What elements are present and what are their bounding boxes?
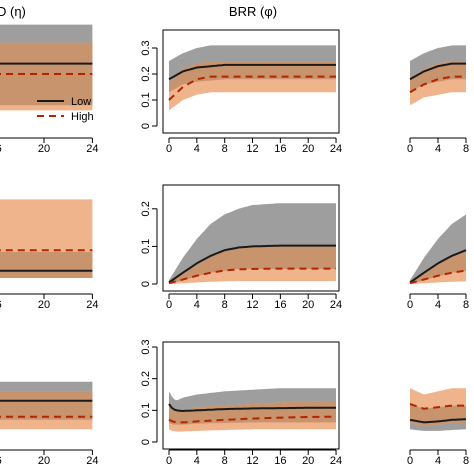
x-tick-label: 4 — [435, 143, 441, 155]
y-tick-label: 0 — [140, 123, 152, 129]
y-tick-label: 0.1 — [140, 92, 152, 107]
line-high — [409, 403, 466, 410]
band-overlap — [0, 252, 93, 278]
x-tick-label: 20 — [302, 143, 314, 155]
x-tick-label: 4 — [194, 143, 200, 155]
x-tick-label: 16 — [274, 299, 286, 311]
line-high — [168, 75, 336, 101]
y-tick-label: 0.1 — [140, 239, 152, 254]
y-tick-label: 0 — [140, 439, 152, 445]
line-low — [168, 63, 336, 81]
x-tick-label: 20 — [38, 143, 50, 155]
x-tick-label: 4 — [194, 299, 200, 311]
band-overlap — [0, 391, 93, 420]
x-tick-label: 8 — [463, 299, 469, 311]
y-tick-label: 0 — [140, 281, 152, 287]
x-tick-label: 8 — [463, 143, 469, 155]
y-tick-label: 0.1 — [140, 403, 152, 418]
x-tick-label: 24 — [86, 455, 98, 467]
x-tick-label: 24 — [86, 143, 98, 155]
x-tick-label: 16 — [274, 455, 286, 467]
line-low — [168, 403, 336, 413]
panel-row2-col3: 0 4 8 — [407, 214, 469, 311]
x-tick-label: 24 — [330, 143, 342, 155]
plot-frame — [162, 29, 340, 134]
x-tick-label: 24 — [330, 455, 342, 467]
x-tick-label: 4 — [435, 455, 441, 467]
plot-frame — [162, 341, 340, 450]
line-low — [409, 249, 467, 284]
y-tick-label: 0.2 — [140, 66, 152, 81]
y-tick-label: 0.3 — [140, 339, 152, 354]
x-tick-label: 0 — [166, 143, 172, 155]
x-tick-label: 20 — [38, 299, 50, 311]
x-tick-label: 0 — [407, 143, 413, 155]
column-title-middle: BRR (φ) — [229, 4, 277, 19]
panel-row3-col3: 0 4 8 — [407, 388, 469, 467]
x-tick-label: 0 — [407, 299, 413, 311]
x-tick-label: 0 — [166, 455, 172, 467]
y-tick-label: 0.3 — [140, 40, 152, 55]
legend-label-low: Low — [71, 96, 91, 108]
line-low — [409, 418, 466, 424]
y-tick-label: 0.2 — [140, 371, 152, 386]
legend-label-high: High — [71, 111, 94, 123]
panel-row3-col2: 0 4 8 12 16 20 24 0 0.1 0.2 0.3 — [140, 339, 342, 467]
x-tick-label: 0 — [166, 299, 172, 311]
x-tick-label: 24 — [330, 299, 342, 311]
line-low — [0, 269, 93, 272]
x-tick-label: 8 — [222, 143, 228, 155]
column-title-left: D (η) — [0, 4, 26, 19]
x-tick-label: 16 — [0, 143, 2, 155]
panel-row1-col3: 0 4 8 — [407, 45, 469, 155]
line-high — [409, 269, 467, 285]
band-overlap — [410, 250, 466, 284]
x-tick-label: 20 — [302, 455, 314, 467]
x-tick-label: 20 — [38, 455, 50, 467]
x-tick-label: 16 — [274, 143, 286, 155]
x-tick-label: 24 — [86, 299, 98, 311]
y-tick-label: 0.2 — [140, 201, 152, 216]
x-tick-label: 4 — [194, 455, 200, 467]
band-overlap — [169, 246, 336, 284]
x-tick-label: 8 — [463, 455, 469, 467]
panel-row1-col2: 0 4 8 12 16 20 24 0 0.1 0.2 0.3 — [140, 29, 342, 155]
x-tick-label: 12 — [246, 299, 258, 311]
x-tick-label: 4 — [435, 299, 441, 311]
x-tick-label: 8 — [222, 299, 228, 311]
line-high — [409, 75, 466, 94]
x-tick-label: 0 — [407, 455, 413, 467]
line-low — [168, 244, 336, 284]
x-tick-label: 16 — [0, 455, 2, 467]
x-tick-label: 8 — [222, 455, 228, 467]
x-tick-label: 20 — [302, 299, 314, 311]
panels-layer: 12 16 20 24 0 4 8 12 16 20 24 0 0.1 0.2 0.3 0 4 8 12 16 20 24… — [0, 24, 469, 467]
x-tick-label: 16 — [0, 299, 2, 311]
legend: Low High — [37, 96, 94, 123]
plot-frame — [162, 184, 340, 292]
line-high — [168, 415, 336, 424]
band-overlap — [169, 400, 336, 425]
line-high — [0, 249, 93, 252]
x-tick-label: 12 — [246, 455, 258, 467]
line-high — [168, 267, 336, 285]
panel-row2-col2: 0 4 8 12 16 20 24 0 0.1 0.2 — [140, 184, 342, 311]
x-tick-label: 12 — [246, 143, 258, 155]
line-low — [409, 62, 466, 81]
